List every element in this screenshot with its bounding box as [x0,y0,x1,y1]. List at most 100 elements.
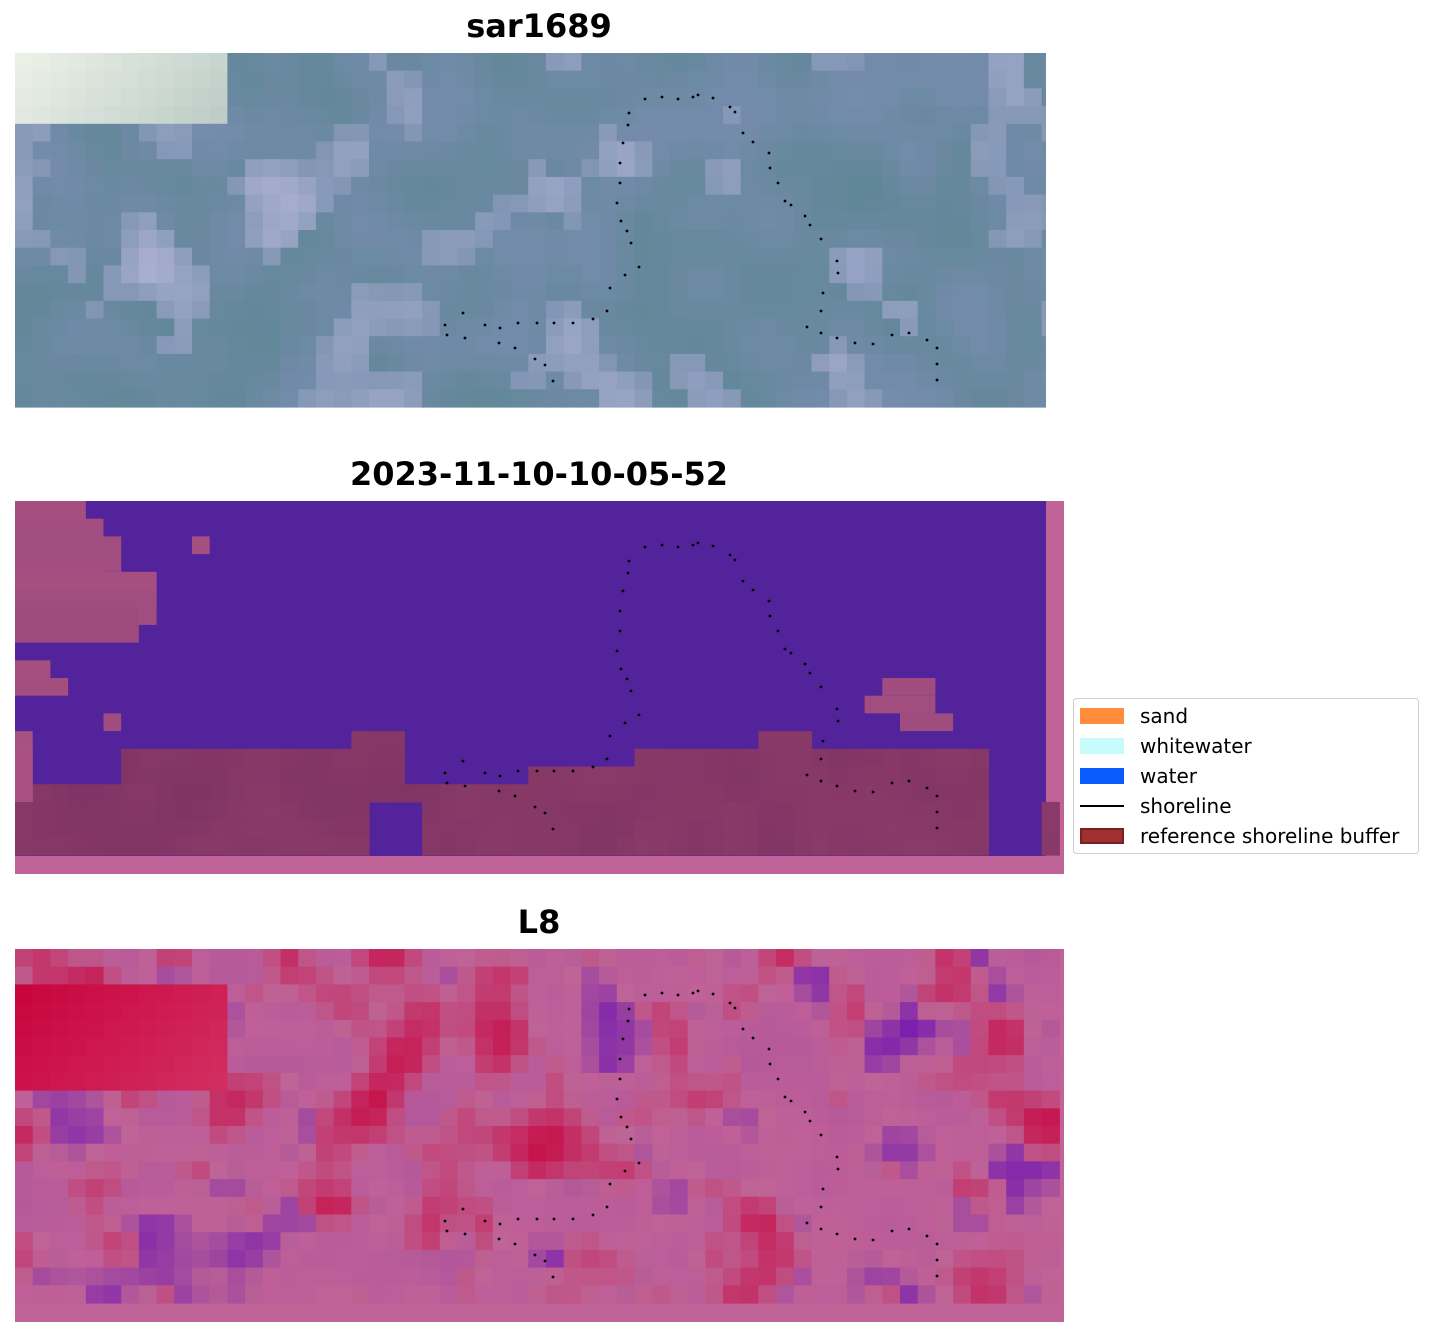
pixel [245,1249,264,1269]
pixel [723,1285,742,1304]
pixel [829,106,848,125]
shoreline-point [497,1237,501,1241]
pixel [280,247,299,266]
shoreline-point [808,223,812,227]
pixel [970,265,990,284]
pixel [882,1161,901,1180]
pixel [68,336,87,355]
pixel [475,176,494,196]
pixel [227,176,246,196]
pixel [1023,230,1043,249]
pixel [1041,230,1046,249]
pixel [333,389,352,408]
pixel [315,1055,335,1074]
buffer-pixel [492,837,512,856]
pixel [988,194,1007,213]
pixel [935,371,954,390]
buffer-pixel [864,801,883,821]
pixel [758,1002,777,1021]
pixel [510,283,529,302]
pixel [492,53,512,72]
pixel [546,1143,565,1162]
pixel [652,1232,671,1251]
pixel [829,159,848,178]
pixel [209,318,228,337]
shoreline-point [445,1229,449,1233]
pixel [50,353,69,373]
pixel [829,88,848,107]
shoreline-point [935,1274,939,1278]
pixel [581,949,600,968]
shoreline-point [618,1077,622,1081]
pixel [758,70,777,89]
pixel [900,1019,919,1039]
pixel [68,1037,87,1056]
pixel [457,141,476,160]
pixel [546,1179,565,1198]
pixel [846,353,866,373]
shoreline-point [783,647,787,651]
pixel [404,176,423,196]
pixel [227,1214,246,1233]
pixel [439,106,459,125]
pixel [687,1090,706,1109]
shoreline-point [819,237,823,241]
buffer-pixel [829,766,848,785]
buffer-pixel [935,766,954,785]
shoreline-point [623,273,627,277]
buffer-pixel [616,837,636,856]
pixel [740,141,759,160]
pixel [953,984,972,1003]
pixel [900,1108,919,1127]
buffer-pixel [351,748,370,768]
pixel [953,1249,972,1269]
pixel [50,1055,69,1074]
buffer-pixel [581,819,600,838]
pixel [333,194,352,213]
pixel [457,70,476,89]
pixel [935,70,954,89]
pixel [245,1019,264,1039]
buffer-pixel [723,748,742,768]
pixel [687,1055,706,1074]
shoreline-point [751,140,755,144]
pixel [15,230,34,249]
pixel [404,1232,423,1251]
pixel [652,1214,671,1233]
pixel [935,176,954,196]
pixel [333,159,352,178]
pixel [935,1108,954,1127]
pixel [723,247,742,266]
pixel [262,1090,282,1109]
pixel [209,283,228,302]
pixel [953,318,972,337]
pixel [528,212,547,231]
pixel [793,1161,813,1180]
buffer-pixel [333,837,352,856]
pixel [245,1126,264,1145]
shoreline-point [853,341,857,345]
pixel [900,371,919,390]
pixel [740,194,759,213]
pixel [563,1090,582,1109]
pixel [85,1267,105,1286]
pixel [280,1179,299,1198]
pixel [988,106,1007,125]
pixel [156,1002,175,1021]
buffer-pixel [970,837,990,856]
pixel [156,265,175,284]
pixel [669,300,689,320]
shoreline-point [627,1007,631,1011]
pixel [121,318,140,337]
pixel [723,141,742,160]
pixel [758,1285,777,1304]
pixel [209,106,228,125]
pixel [333,1072,352,1092]
pixel [758,353,777,373]
pixel [917,247,936,266]
pixel [298,1249,317,1269]
pixel [209,176,228,196]
pixel [245,141,264,160]
pixel [68,1019,87,1039]
pixel [492,1214,512,1233]
